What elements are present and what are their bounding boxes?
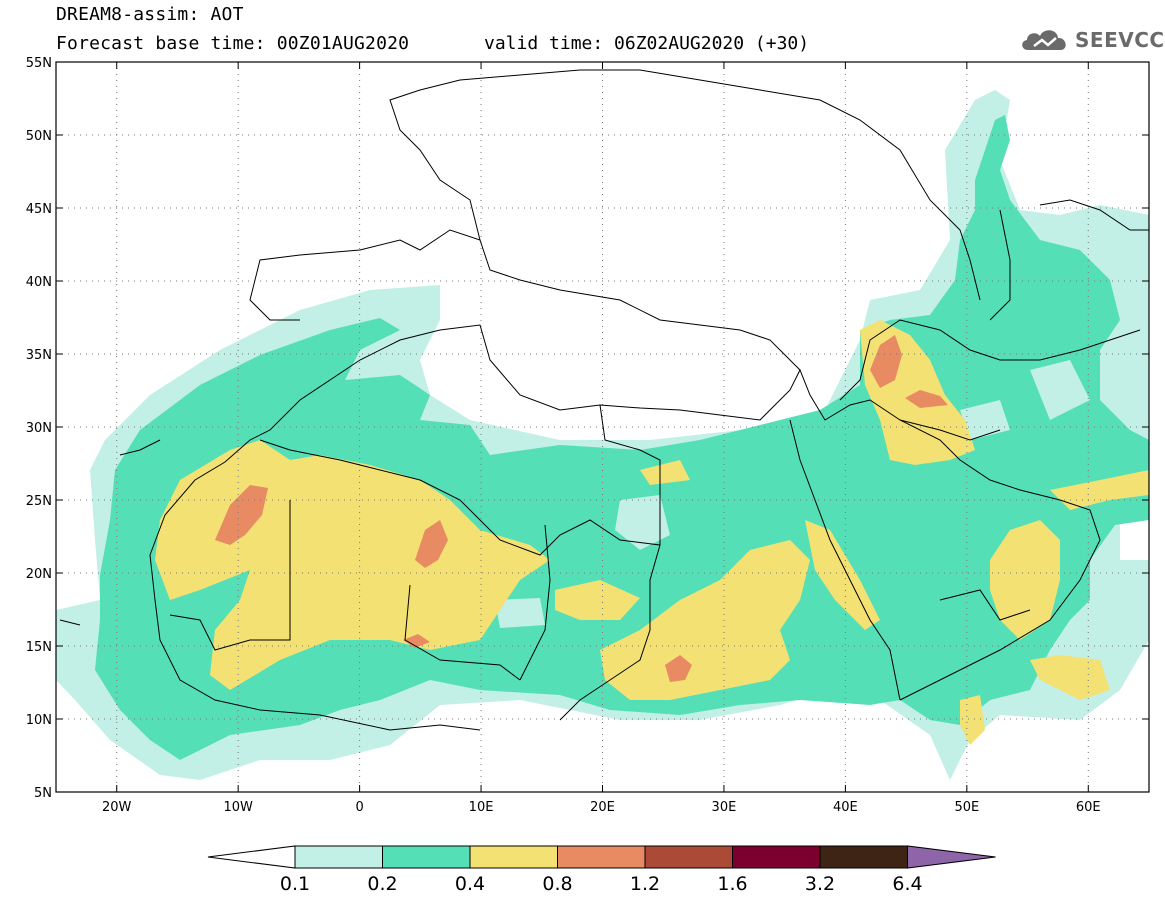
aot-low-patch (1030, 360, 1090, 420)
country-borders (59, 69, 1149, 731)
aot-contour-0.8 (905, 390, 948, 408)
forecast-base-time: Forecast base time: 00Z01AUG2020 (56, 33, 410, 54)
graticule (56, 62, 1149, 792)
colorbar-segment (732, 845, 821, 869)
lon-tick-label: 60E (1076, 800, 1101, 815)
colorbar-segment (557, 845, 646, 869)
colorbar-segment (819, 845, 908, 869)
lon-tick-label: 10W (223, 800, 253, 815)
colorbar: 0.1 0.2 0.4 0.8 1.2 1.6 3.2 6.4 (207, 845, 996, 895)
lon-tick-label: 20E (590, 800, 615, 815)
lat-tick-label: 15N (26, 640, 52, 655)
lon-tick-label: 0 (355, 800, 363, 815)
aot-contour-0.8 (403, 634, 430, 648)
lon-tick-label: 30E (712, 800, 737, 815)
lon-tick-label: 10E (469, 800, 494, 815)
aot-contour-0.4 (1030, 655, 1110, 700)
colorbar-label: 1.2 (630, 873, 660, 895)
aot-contour-0.4 (990, 520, 1060, 640)
lat-tick-label: 25N (26, 494, 52, 509)
colorbar-segment (644, 845, 733, 869)
lat-tick-label: 10N (26, 713, 52, 728)
lat-tick-label: 35N (26, 348, 52, 363)
lat-tick-label: 40N (26, 275, 52, 290)
aot-low-patch (960, 400, 1010, 440)
aot-low-patch (495, 598, 545, 628)
aot-contour-0.4 (555, 580, 640, 620)
lon-tick-label: 40E (833, 800, 858, 815)
lat-tick-label: 30N (26, 421, 52, 436)
lon-tick-label: 20W (102, 800, 132, 815)
aot-field (56, 90, 1149, 780)
lat-tick-label: 45N (26, 202, 52, 217)
colorbar-label: 1.6 (717, 873, 747, 895)
colorbar-segment (294, 845, 383, 869)
aot-contour-0.4 (960, 695, 985, 745)
colorbar-label: 0.2 (367, 873, 397, 895)
aot-contour-0.4 (640, 460, 690, 485)
lat-tick-label: 50N (26, 129, 52, 144)
colorbar-high-arrow (907, 845, 996, 869)
aot-low-patch (615, 495, 670, 550)
aot-contour-0.8 (870, 335, 902, 388)
aot-contour-0.4 (600, 540, 810, 700)
aot-contour-0.8 (665, 655, 692, 682)
lat-tick-label: 5N (34, 786, 52, 801)
valid-time: valid time: 06Z02AUG2020 (+30) (484, 33, 810, 54)
map-title: DREAM8-assim: AOT (56, 4, 244, 25)
colorbar-segment (469, 845, 558, 869)
colorbar-label: 0.8 (542, 873, 572, 895)
lon-tick-label: 50E (954, 800, 979, 815)
colorbar-label: 3.2 (805, 873, 835, 895)
colorbar-label: 0.4 (455, 873, 485, 895)
seevccc-logo: SEEVCCC (1018, 24, 1165, 56)
colorbar-segment (382, 845, 471, 869)
aot-contour-0.4 (1050, 470, 1149, 510)
lat-tick-label: 20N (26, 567, 52, 582)
axis-ticks: 55N 50N 45N 40N 35N 30N 25N 20N 15N 10N 5N 20W 10W 0 1… (26, 56, 1149, 815)
lat-tick-label: 55N (26, 56, 52, 71)
colorbar-label: 6.4 (892, 873, 922, 895)
colorbar-label: 0.1 (280, 873, 310, 895)
colorbar-low-arrow (207, 845, 296, 869)
cloud-icon (1022, 30, 1066, 50)
aot-contour-0.8 (415, 520, 448, 568)
logo-text: SEEVCCC (1075, 28, 1165, 52)
